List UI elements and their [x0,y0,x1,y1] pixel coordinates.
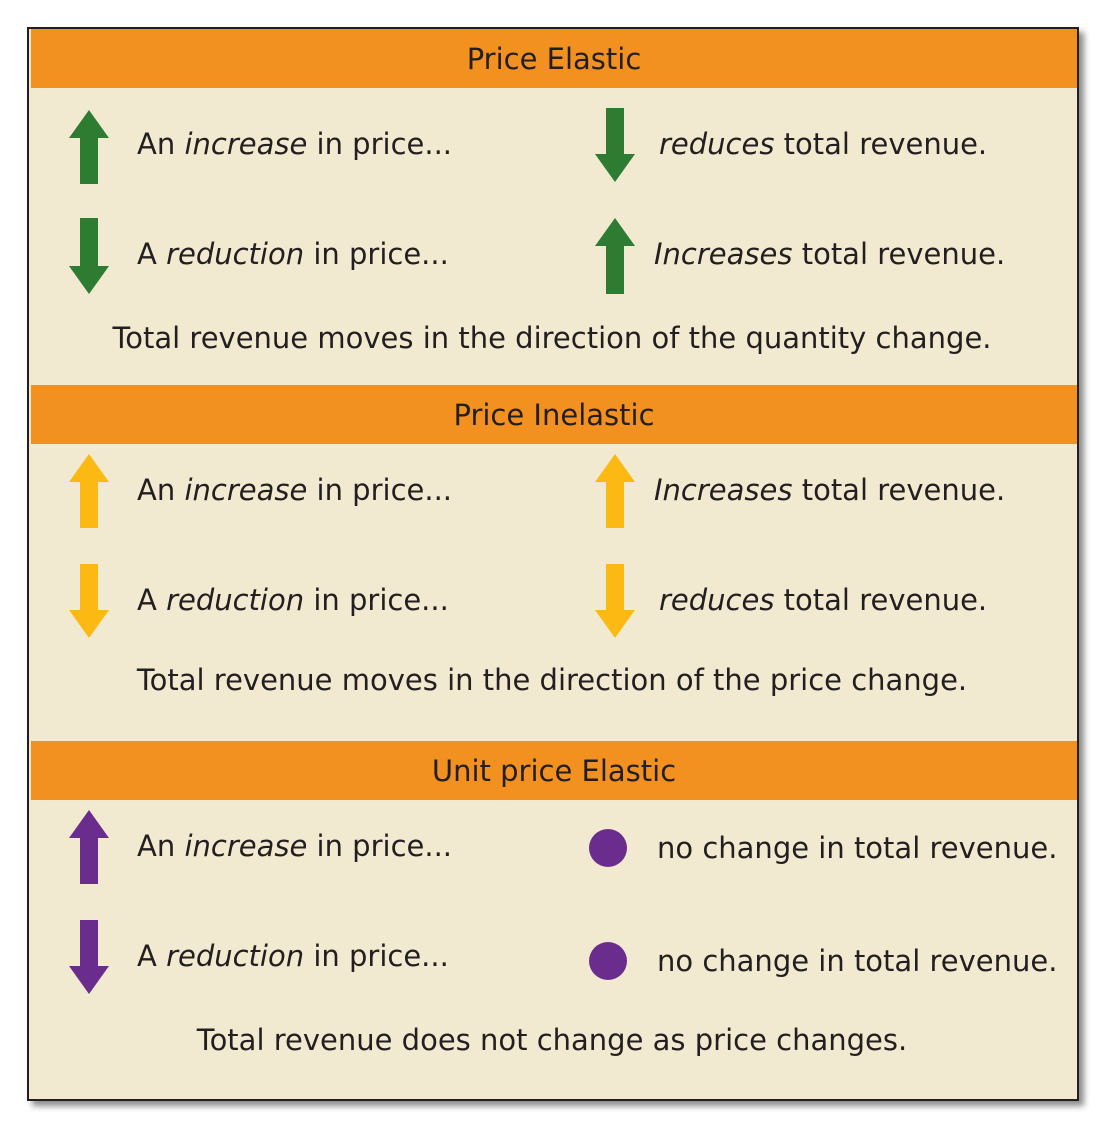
revenue-effect-text: reduces total revenue. [659,583,988,617]
up-arrow-icon [69,454,109,532]
up-arrow-icon [595,454,635,532]
up-arrow-icon [69,810,109,888]
elasticity-diagram: Price Elastic An increase in price... re… [27,27,1079,1101]
section-header-price-elastic: Price Elastic [31,29,1077,88]
revenue-effect-text: Increases total revenue. [654,473,1006,507]
revenue-effect-text: reduces total revenue. [659,127,988,161]
elastic-arrow-shape [69,110,109,184]
section-title: Price Inelastic [453,397,655,432]
down-arrow-icon [595,108,635,186]
price-increase-text: An increase in price... [137,127,453,161]
revenue-effect-text: Increases total revenue. [654,237,1006,271]
section-summary: Total revenue moves in the direction of … [112,321,992,355]
down-arrow-icon [69,564,109,642]
price-reduction-text: A reduction in price... [137,237,449,271]
up-arrow-icon [595,218,635,298]
down-arrow-icon [69,218,109,298]
dot-icon [589,942,627,980]
price-reduction-text: A reduction in price... [137,939,449,973]
revenue-effect-text: no change in total revenue. [657,944,1058,978]
price-increase-text: An increase in price... [137,829,453,863]
section-title: Price Elastic [466,41,642,76]
down-arrow-icon [595,564,635,642]
revenue-effect-text: no change in total revenue. [657,831,1058,865]
section-header-price-inelastic: Price Inelastic [31,385,1077,444]
dot-icon [589,829,627,867]
section-title: Unit price Elastic [431,753,677,788]
section-summary: Total revenue moves in the direction of … [136,663,968,697]
section-summary: Total revenue does not change as price c… [196,1023,908,1057]
price-reduction-text: A reduction in price... [137,583,449,617]
price-increase-text: An increase in price... [137,473,453,507]
down-arrow-icon [69,920,109,998]
up-arrow-icon [69,110,109,188]
section-header-unit-price-elastic: Unit price Elastic [31,741,1077,800]
